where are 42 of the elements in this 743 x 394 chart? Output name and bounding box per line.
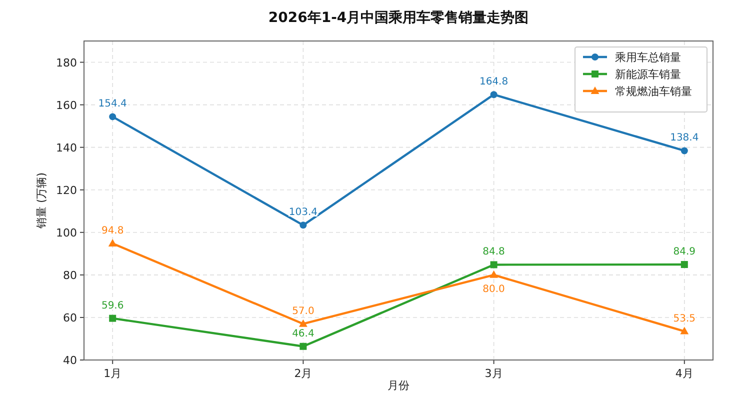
y-tick-label: 40 xyxy=(63,354,77,367)
point xyxy=(109,314,116,322)
y-tick-label: 180 xyxy=(56,56,77,70)
point xyxy=(680,261,688,268)
y-tick-label: 60 xyxy=(63,311,77,324)
y-tick-label: 120 xyxy=(56,184,77,197)
point xyxy=(490,91,498,98)
y-axis-title: 销量 (万辆) xyxy=(35,172,48,230)
y-tick-label: 140 xyxy=(56,141,77,154)
data-label: 59.6 xyxy=(101,300,124,312)
x-axis-title: 月份 xyxy=(388,379,410,392)
point xyxy=(680,147,688,154)
point xyxy=(490,270,498,278)
legend-label: 乘用车总销量 xyxy=(615,51,681,64)
data-label: 80.0 xyxy=(482,284,505,295)
data-label: 94.8 xyxy=(101,225,124,236)
data-label: 84.9 xyxy=(673,246,696,258)
point xyxy=(109,113,116,120)
legend-label: 常规燃油车销量 xyxy=(615,85,692,98)
data-label: 57.0 xyxy=(292,306,314,317)
y-tick-label: 160 xyxy=(56,98,77,112)
chart-title: 2026年1-4月中国乘用车零售销量走势图 xyxy=(268,9,529,26)
point xyxy=(680,326,689,334)
point xyxy=(298,319,308,327)
point xyxy=(108,238,117,246)
y-tick-label: 100 xyxy=(56,226,77,240)
y-tick-label: 80 xyxy=(63,268,77,282)
data-label: 103.4 xyxy=(288,207,318,218)
data-label: 164.8 xyxy=(479,76,508,88)
data-label: 46.4 xyxy=(292,328,314,340)
point xyxy=(300,222,307,229)
x-tick-label: 3月 xyxy=(484,367,503,380)
point xyxy=(300,342,307,350)
x-tick-label: 2月 xyxy=(294,367,312,380)
x-tick-label: 4月 xyxy=(675,367,694,380)
legend-label: 新能源车销量 xyxy=(615,68,681,81)
data-label: 84.8 xyxy=(482,246,505,258)
data-label: 154.4 xyxy=(98,98,127,110)
data-label: 138.4 xyxy=(670,132,699,144)
x-tick-label: 1月 xyxy=(104,367,122,380)
data-label: 53.5 xyxy=(673,313,696,324)
point xyxy=(490,261,498,268)
